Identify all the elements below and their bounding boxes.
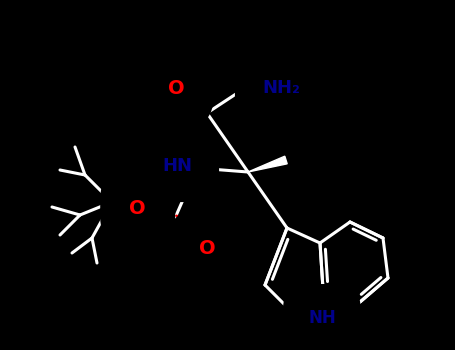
Text: NH: NH [308,309,336,327]
Polygon shape [248,156,287,172]
Text: O: O [199,238,215,258]
Text: NH₂: NH₂ [262,79,300,97]
Text: HN: HN [162,157,192,175]
Text: O: O [168,78,184,98]
Text: O: O [129,198,146,217]
